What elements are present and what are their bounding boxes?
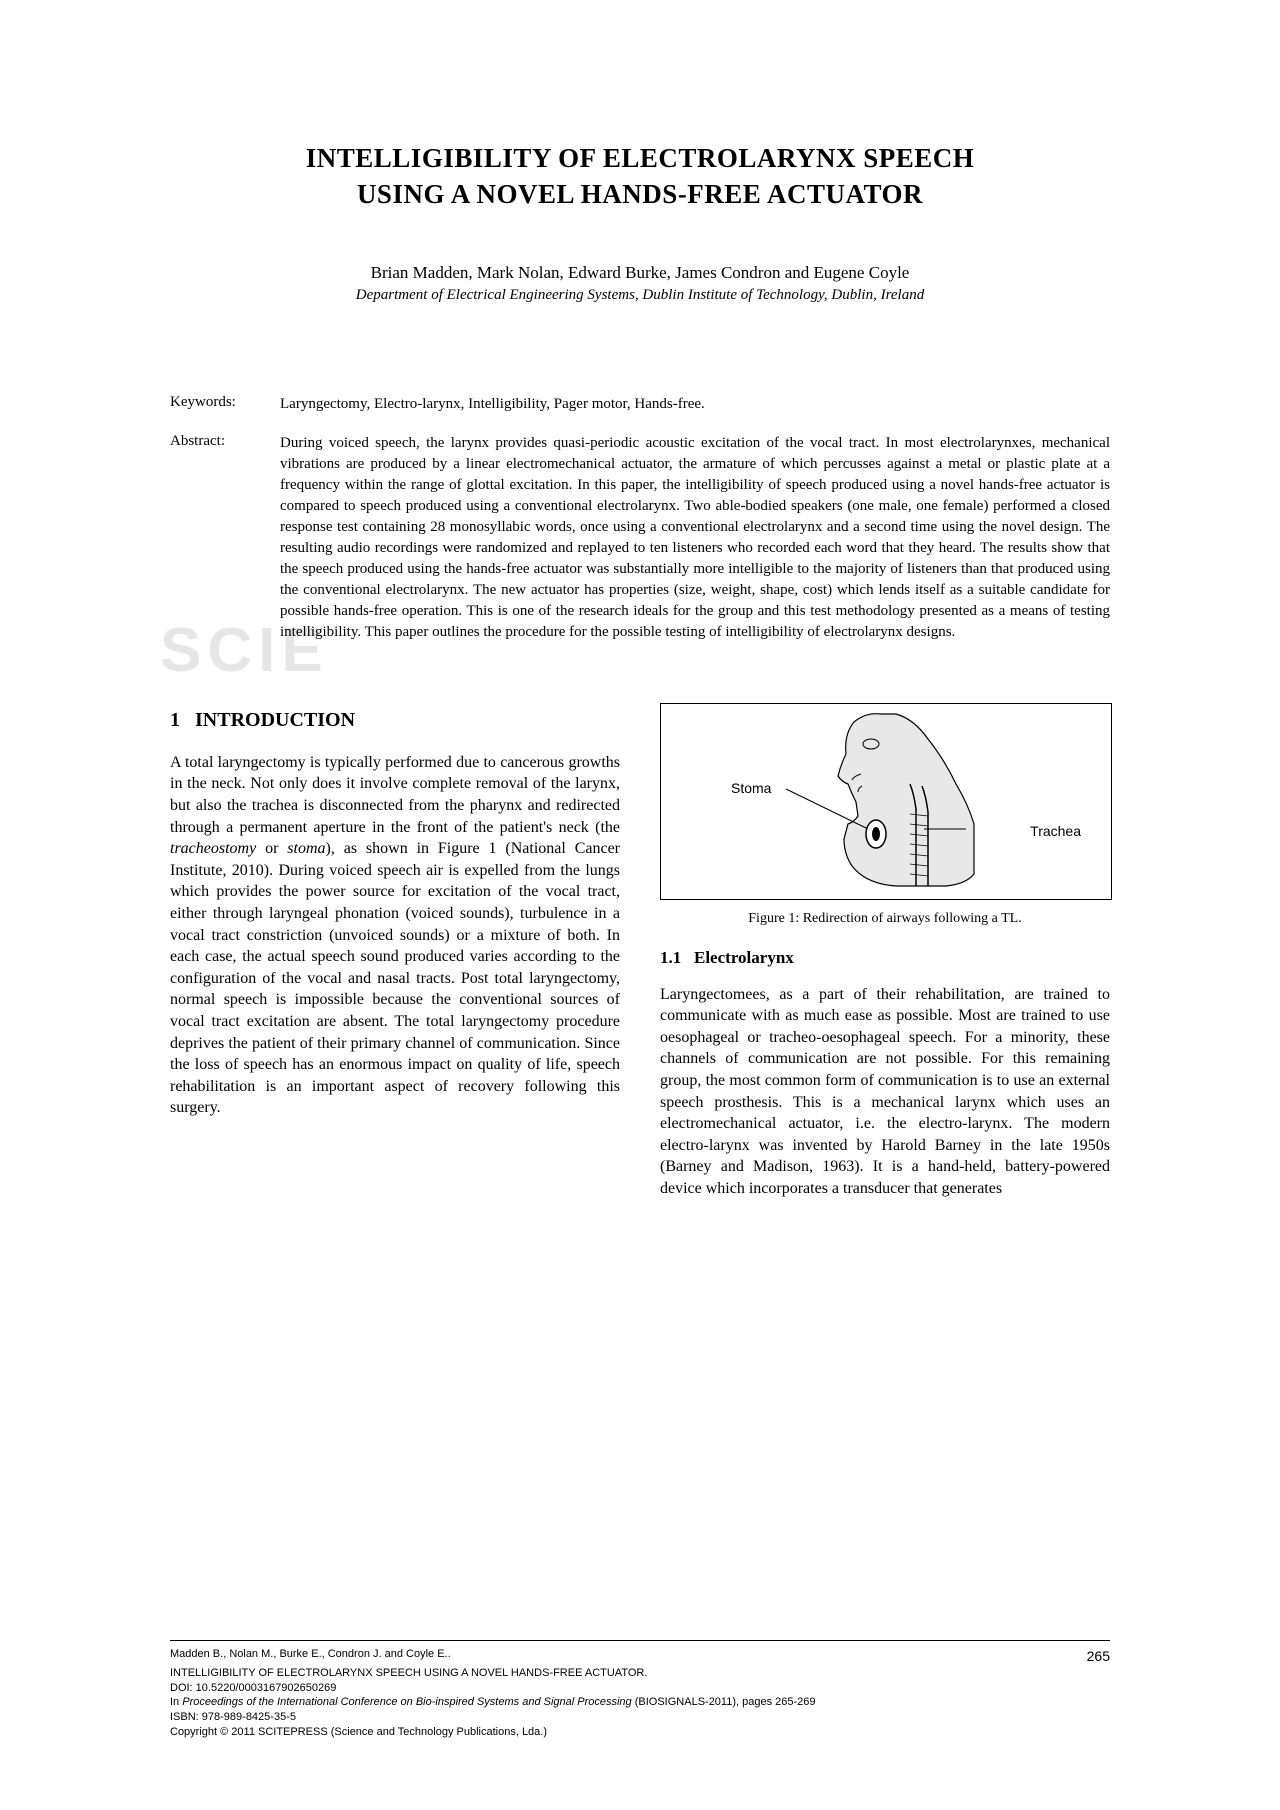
subsection-1-1-title: Electrolarynx xyxy=(694,948,794,967)
section-1-number: 1 xyxy=(170,709,180,731)
paper-title: INTELLIGIBILITY OF ELECTROLARYNX SPEECH … xyxy=(170,140,1110,213)
subsection-1-1-number: 1.1 xyxy=(660,948,681,967)
left-column: 1 INTRODUCTION A total laryngectomy is t… xyxy=(170,703,620,1200)
abstract-text: During voiced speech, the larynx provide… xyxy=(280,433,1110,643)
title-line-2: USING A NOVEL HANDS-FREE ACTUATOR xyxy=(357,179,923,209)
keywords-text: Laryngectomy, Electro-larynx, Intelligib… xyxy=(280,394,1110,415)
figure-1: Stoma Trachea xyxy=(660,703,1112,900)
footer-copyright: Copyright © 2011 SCITEPRESS (Science and… xyxy=(170,1725,1110,1740)
keywords-label: Keywords: xyxy=(170,394,280,415)
abstract-label: Abstract: xyxy=(170,433,280,643)
footer: Madden B., Nolan M., Burke E., Condron J… xyxy=(170,1640,1110,1740)
title-line-1: INTELLIGIBILITY OF ELECTROLARYNX SPEECH xyxy=(306,143,974,173)
footer-doi: DOI: 10.5220/0003167902650269 xyxy=(170,1681,1110,1696)
footer-authors: Madden B., Nolan M., Burke E., Condron J… xyxy=(170,1647,451,1666)
section-1-heading: 1 INTRODUCTION xyxy=(170,707,620,734)
keywords-row: Keywords: Laryngectomy, Electro-larynx, … xyxy=(170,394,1110,415)
abstract-row: Abstract: During voiced speech, the lary… xyxy=(170,433,1110,643)
figure-1-caption: Figure 1: Redirection of airways followi… xyxy=(660,910,1110,929)
figure-1-diagram xyxy=(661,704,1111,899)
intro-paragraph: A total laryngectomy is typically perfor… xyxy=(170,752,620,1119)
page-number: 265 xyxy=(1087,1647,1110,1666)
subsection-1-1-heading: 1.1 Electrolarynx xyxy=(660,947,1110,970)
figure-1-trachea-label: Trachea xyxy=(1030,822,1081,841)
right-column: Stoma Trachea Figure 1: Redirection of a… xyxy=(660,703,1110,1200)
electrolarynx-paragraph: Laryngectomees, as a part of their rehab… xyxy=(660,984,1110,1200)
two-column-body: 1 INTRODUCTION A total laryngectomy is t… xyxy=(170,703,1110,1200)
section-1-title: INTRODUCTION xyxy=(195,709,355,731)
footer-proceedings: In Proceedings of the International Conf… xyxy=(170,1695,1110,1710)
footer-isbn: ISBN: 978-989-8425-35-5 xyxy=(170,1710,1110,1725)
affiliation: Department of Electrical Engineering Sys… xyxy=(170,287,1110,304)
figure-1-stoma-label: Stoma xyxy=(731,779,771,798)
authors: Brian Madden, Mark Nolan, Edward Burke, … xyxy=(170,263,1110,283)
footer-title: INTELLIGIBILITY OF ELECTROLARYNX SPEECH … xyxy=(170,1666,1110,1681)
